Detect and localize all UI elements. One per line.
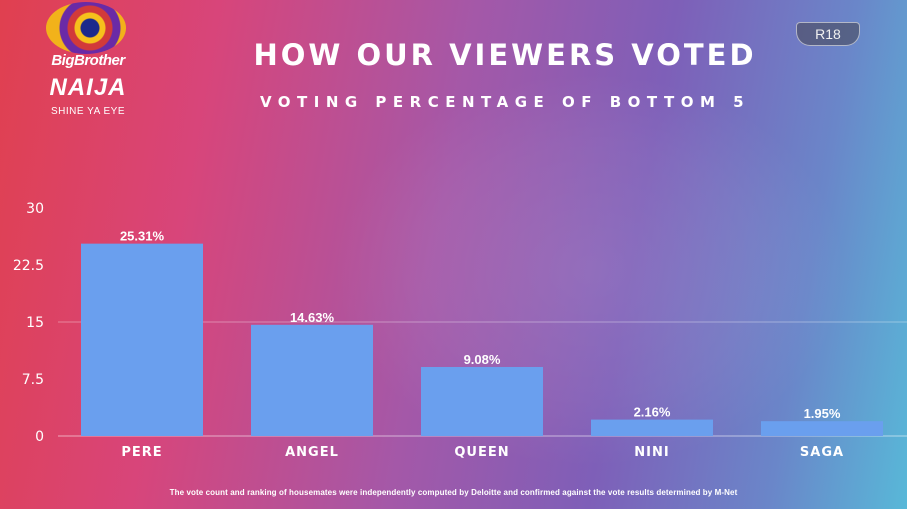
rating-badge: R18 <box>796 22 860 46</box>
background-glow <box>330 70 850 470</box>
category-label: QUEEN <box>454 445 509 460</box>
data-label: 25.31% <box>120 229 165 244</box>
logo-line-1: BigBrother <box>51 52 125 69</box>
data-label: 14.63% <box>290 310 335 325</box>
bar-chart: 0 7.5 15 22.5 30 25.31% PERE 14.63% ANGEL 9.08% QU… <box>13 201 907 460</box>
chart-title: HOW OUR VIEWERS VOTED <box>253 38 757 72</box>
bar <box>81 243 203 436</box>
data-label: 1.95% <box>804 406 841 421</box>
footnote: The vote count and ranking of housemates… <box>169 488 738 497</box>
bar <box>761 421 883 436</box>
eye-logo-icon <box>46 2 126 54</box>
y-tick-label: 22.5 <box>13 258 44 274</box>
show-logo: BigBrother NAIJA SHINE YA EYE <box>38 2 138 120</box>
bar <box>591 419 713 436</box>
y-tick-label: 0 <box>35 429 44 445</box>
y-tick-label: 15 <box>26 315 44 331</box>
logo-tagline: SHINE YA EYE <box>51 106 125 117</box>
category-label: ANGEL <box>285 445 339 460</box>
data-label: 9.08% <box>464 352 501 367</box>
category-label: PERE <box>121 445 162 460</box>
y-tick-label: 30 <box>26 201 44 217</box>
y-tick-label: 7.5 <box>22 372 44 388</box>
data-label: 2.16% <box>634 405 671 420</box>
category-label: NINI <box>634 445 669 460</box>
logo-line-2: NAIJA <box>49 74 127 101</box>
chart-subtitle: VOTING PERCENTAGE OF BOTTOM 5 <box>259 93 751 111</box>
category-label: SAGA <box>800 445 844 460</box>
bar <box>421 366 543 436</box>
bar <box>251 324 373 436</box>
